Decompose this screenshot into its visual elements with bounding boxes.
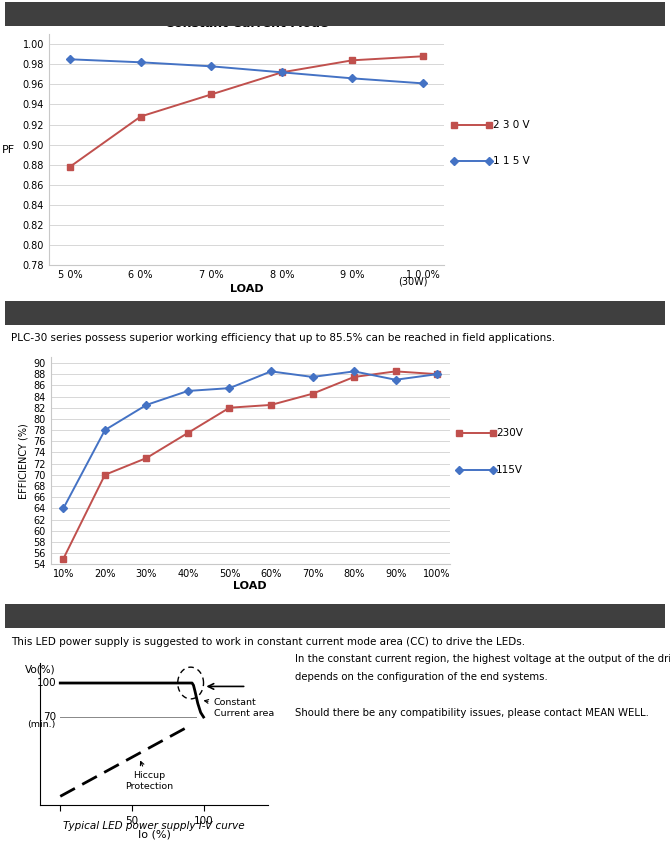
Text: Should there be any compatibility issues, please contact MEAN WELL.: Should there be any compatibility issues…: [295, 708, 649, 718]
Text: 230V: 230V: [496, 428, 523, 439]
Text: Constant
Current area: Constant Current area: [204, 699, 274, 717]
X-axis label: Io (%): Io (%): [137, 830, 171, 840]
Text: Hiccup
Protection: Hiccup Protection: [125, 762, 173, 791]
Text: Typical LED power supply I-V curve: Typical LED power supply I-V curve: [63, 821, 245, 831]
Text: ■  Power Factor Characteristic: ■ Power Factor Characteristic: [13, 7, 217, 21]
Text: 100: 100: [36, 678, 56, 688]
Text: depends on the configuration of the end systems.: depends on the configuration of the end …: [295, 672, 547, 682]
Text: 1 1 5 V: 1 1 5 V: [493, 156, 530, 167]
Text: This LED power supply is suggested to work in constant current mode area (CC) to: This LED power supply is suggested to wo…: [11, 637, 525, 647]
Text: 2 3 0 V: 2 3 0 V: [493, 120, 529, 130]
Text: PLC-30 series possess superior working efficiency that up to 85.5% can be reache: PLC-30 series possess superior working e…: [11, 333, 555, 344]
Text: In the constant current region, the highest voltage at the output of the driver: In the constant current region, the high…: [295, 654, 670, 664]
Text: (30W): (30W): [398, 276, 427, 286]
Text: 70: 70: [43, 712, 56, 722]
Text: Vo(%): Vo(%): [25, 664, 56, 675]
Text: ■  EFFICIENCY vs LOAD (48V Model): ■ EFFICIENCY vs LOAD (48V Model): [13, 306, 253, 320]
Y-axis label: PF: PF: [2, 144, 15, 155]
Text: (min.): (min.): [27, 721, 56, 729]
Text: 115V: 115V: [496, 464, 523, 475]
Text: ■  DRIVING METHODS OF LED MODULE: ■ DRIVING METHODS OF LED MODULE: [13, 610, 271, 623]
Title: Constant Current Mode: Constant Current Mode: [165, 17, 328, 30]
Text: LOAD: LOAD: [233, 581, 267, 592]
Y-axis label: EFFICIENCY (%): EFFICIENCY (%): [18, 423, 28, 498]
Text: LOAD: LOAD: [230, 284, 263, 294]
